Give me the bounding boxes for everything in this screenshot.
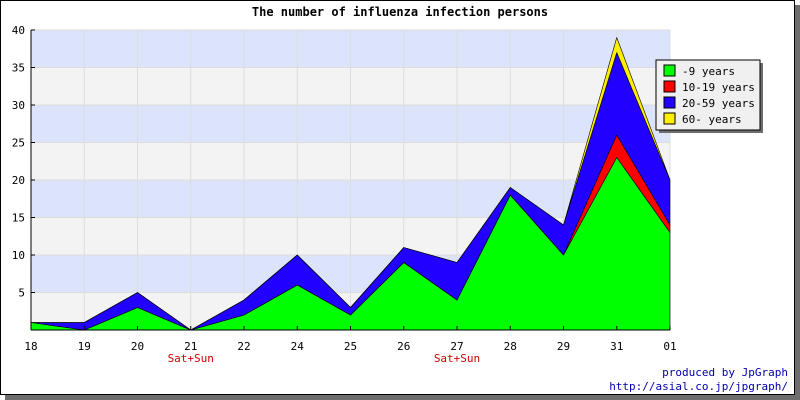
y-tick-label: 30 [12, 99, 25, 112]
x-tick-label: 27 [450, 340, 463, 353]
chart-title: The number of influenza infection person… [252, 5, 548, 19]
credit-producer: produced by JpGraph [662, 366, 788, 379]
x-tick-label: 24 [291, 340, 305, 353]
weekend-label: Sat+Sun [168, 352, 214, 365]
legend-swatch-4 [663, 112, 676, 125]
y-tick-label: 15 [12, 212, 25, 225]
x-tick-label: 26 [397, 340, 410, 353]
legend-label-2: 10-19 years [682, 81, 755, 94]
y-tick-label: 35 [12, 62, 25, 75]
x-tick-label: 31 [610, 340, 623, 353]
credit-url[interactable]: http://asial.co.jp/jpgraph/ [609, 380, 788, 393]
y-tick-label: 25 [12, 137, 25, 150]
legend-label-4: 60- years [682, 113, 742, 126]
legend-swatch-1 [663, 64, 676, 77]
legend-swatch-2 [663, 80, 676, 93]
x-tick-label: 18 [24, 340, 37, 353]
weekend-label: Sat+Sun [434, 352, 480, 365]
y-tick-label: 5 [18, 287, 25, 300]
legend-swatch-3 [663, 96, 676, 109]
x-tick-label: 29 [557, 340, 570, 353]
y-tick-label: 20 [12, 174, 25, 187]
legend-label-3: 20-59 years [682, 97, 755, 110]
x-tick-label: 20 [131, 340, 144, 353]
legend-label-1: -9 years [682, 65, 735, 78]
y-tick-label: 40 [12, 24, 25, 37]
x-tick-label: 19 [78, 340, 91, 353]
x-tick-label: 28 [504, 340, 517, 353]
x-tick-label: 21 [184, 340, 197, 353]
x-tick-label: 01 [663, 340, 676, 353]
x-tick-label: 25 [344, 340, 357, 353]
x-tick-label: 22 [237, 340, 250, 353]
y-tick-label: 10 [12, 249, 25, 262]
area-series-4 [30, 37, 671, 331]
